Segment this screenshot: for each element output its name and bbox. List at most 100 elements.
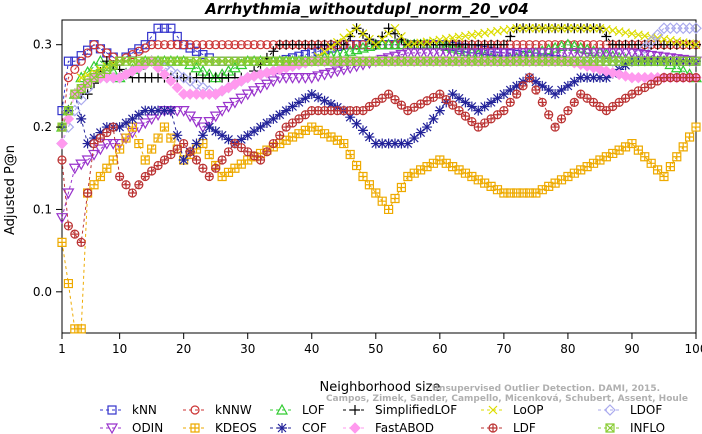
legend-label: KDEOS	[215, 421, 257, 434]
legend: kNN kNNW LOF SimplifiedLOF LoOP LDOF ODIN KDEOS…	[100, 403, 665, 434]
y-tick-label: 0.1	[33, 202, 52, 216]
data-point	[613, 48, 626, 60]
data-point	[499, 106, 509, 116]
data-point	[70, 229, 80, 239]
x-tick-label: 20	[176, 342, 191, 356]
data-point	[433, 48, 446, 60]
data-point	[121, 117, 132, 128]
data-point	[632, 49, 645, 61]
data-point	[320, 47, 329, 57]
legend-marker	[190, 405, 200, 415]
data-point	[115, 144, 125, 154]
data-point	[223, 134, 234, 145]
data-point	[83, 48, 93, 58]
data-point	[255, 155, 266, 165]
data-point	[268, 113, 279, 124]
data-point	[102, 127, 112, 138]
legend-marker	[488, 405, 498, 415]
data-point	[574, 41, 587, 53]
data-point	[352, 23, 362, 33]
data-point	[384, 204, 394, 215]
data-point	[95, 44, 106, 54]
data-point	[185, 40, 195, 50]
data-point	[568, 40, 581, 51]
data-point	[351, 118, 362, 129]
x-axis: 1 10 20 30 40 50 60 70 80 90 100	[58, 333, 702, 356]
legend-item-LOF: LOF	[270, 403, 325, 417]
data-point	[121, 180, 131, 190]
data-point	[440, 48, 453, 60]
data-point	[140, 171, 150, 182]
data-point	[473, 105, 484, 116]
legend-label: LOF	[302, 403, 325, 417]
data-point	[408, 48, 421, 60]
data-point	[139, 118, 152, 130]
data-point	[63, 106, 74, 116]
data-point	[390, 138, 401, 149]
legend-label: SimplifiedLOF	[375, 403, 457, 417]
data-point	[281, 105, 292, 116]
data-point	[384, 29, 394, 39]
data-point	[147, 144, 157, 154]
plot-frame	[61, 19, 697, 334]
data-point	[524, 73, 535, 83]
data-point	[357, 125, 368, 136]
data-point	[544, 110, 554, 120]
data-point	[371, 40, 381, 50]
series-KDEOS	[57, 122, 701, 334]
data-point	[550, 23, 560, 33]
data-point	[82, 138, 93, 149]
data-point	[600, 48, 613, 60]
data-point	[331, 66, 344, 78]
data-point	[76, 324, 86, 334]
data-point	[68, 163, 81, 175]
data-point	[351, 40, 362, 50]
data-point	[140, 105, 151, 116]
data-point	[127, 113, 138, 124]
data-point	[447, 89, 458, 100]
data-point	[62, 121, 75, 133]
data-point	[235, 93, 248, 105]
data-point	[63, 278, 74, 289]
data-point	[619, 48, 632, 60]
data-point	[62, 113, 75, 125]
data-point	[684, 132, 695, 142]
data-point	[280, 73, 293, 84]
data-point	[268, 46, 279, 57]
data-point	[454, 93, 465, 104]
data-point	[434, 105, 445, 116]
data-point	[95, 133, 106, 143]
data-point	[638, 42, 651, 54]
data-point	[211, 163, 221, 173]
data-point	[537, 80, 548, 91]
data-point	[441, 95, 451, 105]
data-point	[204, 122, 215, 133]
data-point	[627, 138, 637, 149]
data-point	[81, 155, 94, 167]
data-point	[332, 37, 342, 47]
data-point	[153, 105, 164, 116]
data-point	[529, 48, 542, 60]
data-point	[395, 49, 408, 61]
data-point	[108, 155, 118, 165]
data-point	[165, 75, 177, 87]
data-point	[63, 221, 74, 231]
data-point	[127, 188, 138, 198]
legend-marker	[604, 404, 616, 416]
legend-item-FastABOD: FastABOD	[343, 421, 434, 434]
y-axis-label: Adjusted P@n	[3, 145, 18, 235]
data-point	[549, 48, 562, 60]
data-point	[523, 48, 536, 60]
legend-marker	[488, 423, 498, 433]
data-point	[377, 34, 387, 44]
data-point	[492, 93, 503, 104]
data-point	[396, 138, 407, 149]
data-point	[691, 40, 701, 50]
data-point	[588, 72, 599, 83]
data-point	[485, 48, 498, 60]
data-point	[345, 28, 355, 38]
data-point	[364, 34, 374, 44]
data-point	[645, 50, 658, 62]
data-point	[179, 40, 189, 50]
